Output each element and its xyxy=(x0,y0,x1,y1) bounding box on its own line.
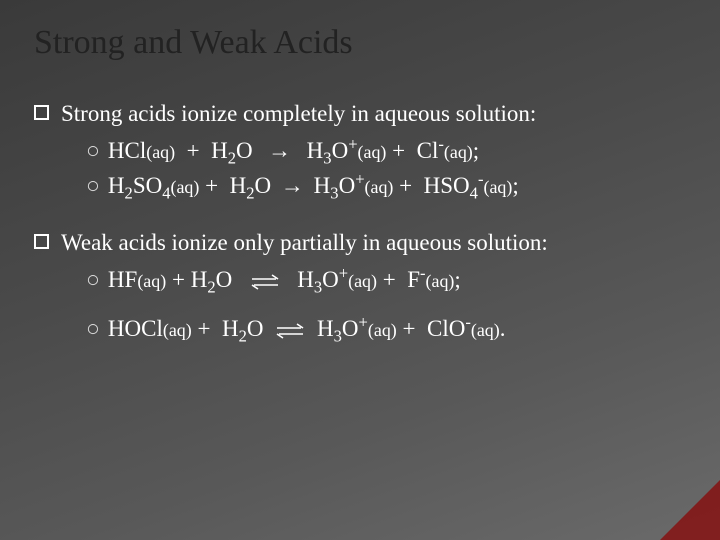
eq-aq: (aq) xyxy=(146,142,175,162)
eq-sub: 2 xyxy=(207,278,215,297)
eq-token: O xyxy=(332,138,349,163)
eq-token: HOCl xyxy=(108,316,163,341)
eq-aq: (aq) xyxy=(358,142,387,162)
eq-aq: (aq) xyxy=(365,177,394,197)
eq-plus: + xyxy=(383,267,396,292)
forward-arrow-icon: → xyxy=(277,170,308,201)
eq-token: H xyxy=(317,316,334,341)
eq-token: O xyxy=(255,173,272,198)
eq-token: ClO xyxy=(427,316,465,341)
eq-token: O xyxy=(342,316,359,341)
square-bullet-icon xyxy=(34,234,49,249)
eq-hcl-text: HCl(aq) + H2O → H3O+(aq) + Cl-(aq); xyxy=(108,135,686,166)
eq-hf-text: HF(aq) + H2O H3O+(aq) + F-(aq); xyxy=(108,264,686,295)
circle-bullet-icon: ○ xyxy=(86,264,100,295)
eq-token: O xyxy=(247,316,264,341)
eq-aq: (aq) xyxy=(444,142,473,162)
equilibrium-arrow-icon xyxy=(269,323,311,339)
eq-hocl: ○ HOCl(aq) + H2O H3O+(aq) + ClO-(aq). xyxy=(86,313,686,344)
eq-aq: (aq) xyxy=(426,271,455,291)
eq-token: O xyxy=(339,173,356,198)
eq-sub: 3 xyxy=(314,278,322,297)
corner-accent-icon xyxy=(660,480,720,540)
eq-aq: (aq) xyxy=(471,320,500,340)
eq-sub: 3 xyxy=(334,327,342,346)
eq-plus: + xyxy=(172,267,185,292)
eq-sub: 3 xyxy=(330,184,338,203)
eq-token: F xyxy=(407,267,420,292)
eq-sup: + xyxy=(359,313,368,332)
eq-hcl: ○ HCl(aq) + H2O → H3O+(aq) + Cl-(aq); xyxy=(86,135,686,166)
eq-token: H xyxy=(222,316,239,341)
circle-bullet-icon: ○ xyxy=(86,313,100,344)
eq-end: ; xyxy=(473,138,479,163)
eq-h2so4-text: H2SO4(aq) + H2O → H3O+(aq) + HSO4-(aq); xyxy=(108,170,686,201)
eq-end: . xyxy=(500,316,506,341)
eq-sub: 3 xyxy=(323,149,331,168)
eq-aq: (aq) xyxy=(171,177,200,197)
bullet-weak: Weak acids ionize only partially in aque… xyxy=(34,227,686,258)
circle-bullet-icon: ○ xyxy=(86,135,100,166)
eq-token: O xyxy=(322,267,339,292)
eq-plus: + xyxy=(187,138,200,163)
eq-token: HSO xyxy=(424,173,470,198)
eq-sub: 2 xyxy=(125,184,133,203)
eq-sub: 4 xyxy=(162,184,170,203)
eq-aq: (aq) xyxy=(368,320,397,340)
eq-hocl-text: HOCl(aq) + H2O H3O+(aq) + ClO-(aq). xyxy=(108,313,686,344)
slide-body: Strong and Weak Acids Strong acids ioniz… xyxy=(0,0,720,372)
eq-sub: 2 xyxy=(239,327,247,346)
eq-aq: (aq) xyxy=(483,177,512,197)
eq-token: H xyxy=(230,173,247,198)
bullet-strong-text: Strong acids ionize completely in aqueou… xyxy=(61,98,686,129)
eq-sub: 2 xyxy=(228,149,236,168)
eq-token: H xyxy=(211,138,228,163)
eq-token: H xyxy=(297,267,314,292)
eq-token: Cl xyxy=(417,138,439,163)
bullet-strong: Strong acids ionize completely in aqueou… xyxy=(34,98,686,129)
eq-token: H xyxy=(314,173,331,198)
eq-h2so4: ○ H2SO4(aq) + H2O → H3O+(aq) + HSO4-(aq)… xyxy=(86,170,686,201)
eq-end: ; xyxy=(454,267,460,292)
eq-sup: + xyxy=(339,264,348,283)
eq-plus: + xyxy=(198,316,211,341)
eq-token: H xyxy=(108,173,125,198)
eq-token: HF xyxy=(108,267,137,292)
forward-arrow-icon: → xyxy=(264,135,295,166)
eq-aq: (aq) xyxy=(137,271,166,291)
eq-sub: 2 xyxy=(246,184,254,203)
eq-plus: + xyxy=(403,316,416,341)
eq-plus: + xyxy=(205,173,218,198)
eq-aq: (aq) xyxy=(163,320,192,340)
slide-title: Strong and Weak Acids xyxy=(34,24,686,62)
eq-token: SO xyxy=(133,173,162,198)
eq-plus: + xyxy=(392,138,405,163)
eq-token: HCl xyxy=(108,138,146,163)
eq-token: H xyxy=(307,138,324,163)
eq-plus: + xyxy=(399,173,412,198)
eq-sup: + xyxy=(355,169,364,188)
square-bullet-icon xyxy=(34,105,49,120)
eq-token: H xyxy=(191,267,208,292)
eq-token: O xyxy=(216,267,233,292)
eq-sub: 4 xyxy=(470,184,478,203)
equilibrium-arrow-icon xyxy=(244,274,286,290)
bullet-weak-text: Weak acids ionize only partially in aque… xyxy=(61,227,686,258)
eq-sup: + xyxy=(348,134,357,153)
eq-hf: ○ HF(aq) + H2O H3O+(aq) + F-(aq); xyxy=(86,264,686,295)
eq-end: ; xyxy=(512,173,518,198)
circle-bullet-icon: ○ xyxy=(86,170,100,201)
eq-aq: (aq) xyxy=(348,271,377,291)
eq-token: O xyxy=(236,138,253,163)
